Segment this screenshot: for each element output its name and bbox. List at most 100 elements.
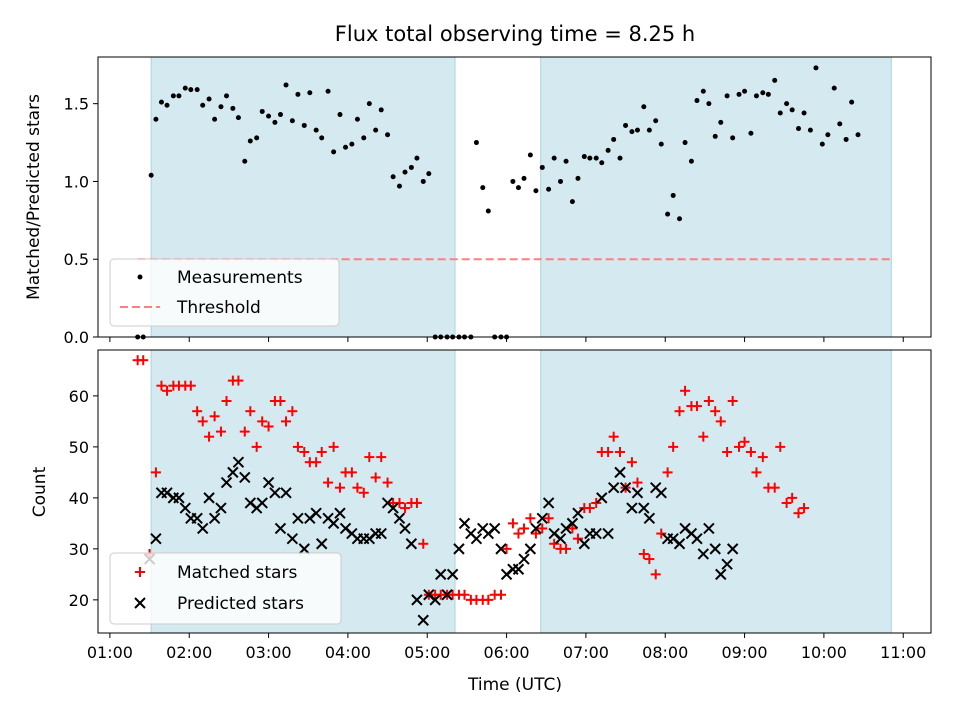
- x-stroke-2: [134, 597, 146, 609]
- matched-star-point: [745, 446, 756, 457]
- measurement-point: [658, 141, 664, 147]
- matched-star-point: [668, 441, 679, 452]
- x-stroke-2: [197, 522, 209, 535]
- x-stroke-2: [292, 512, 304, 524]
- predicted-star-point: [375, 527, 387, 540]
- matched-star-point: [316, 446, 327, 457]
- measurement-point: [801, 110, 807, 116]
- predicted-star-point: [239, 471, 251, 484]
- measurement-point: [515, 185, 521, 191]
- matched-star-point: [525, 513, 536, 524]
- x-stroke-2: [346, 527, 358, 540]
- measurement-point: [653, 118, 659, 124]
- measurement-point: [385, 132, 391, 138]
- measurement-point: [777, 110, 783, 116]
- measurement-point: [527, 152, 533, 158]
- top-panel: 0.0 0.5 1.0 1.5 Matched/Predicted stars Mea…: [24, 56, 932, 347]
- measurement-point: [361, 135, 367, 141]
- measurement-point: [408, 164, 414, 170]
- measurement-point: [753, 93, 759, 99]
- x-tick-label: 02:00: [166, 643, 212, 662]
- measurement-point: [224, 93, 230, 99]
- predicted-star-point: [316, 538, 328, 550]
- matched-star-point: [608, 431, 619, 442]
- legend-predicted-marker: [134, 597, 146, 609]
- x-stroke-2: [518, 553, 530, 565]
- measurement-point: [724, 93, 730, 99]
- predicted-star-point: [596, 492, 608, 504]
- predicted-star-point: [446, 568, 459, 581]
- x-stroke-2: [232, 456, 245, 468]
- x-stroke-2: [227, 466, 239, 479]
- predicted-star-point: [507, 563, 519, 575]
- x-stroke-2: [495, 543, 507, 555]
- measurement-point: [807, 127, 813, 133]
- matched-star-point: [722, 446, 733, 457]
- matched-star-point: [382, 477, 393, 488]
- x-tick-label: 08:00: [642, 643, 688, 662]
- bottom-y-tick-label: 50: [69, 438, 89, 457]
- top-y-tick-label: 1.5: [64, 95, 89, 114]
- predicted-star-point: [298, 543, 310, 555]
- x-stroke-2: [638, 502, 650, 514]
- measurement-point: [420, 178, 426, 184]
- predicted-star-point: [197, 522, 209, 535]
- matched-star-point: [400, 503, 411, 514]
- x-stroke-2: [673, 538, 686, 550]
- measurement-point: [158, 99, 164, 105]
- measurement-point: [706, 101, 712, 107]
- matched-star-point: [411, 497, 422, 508]
- measurement-point: [796, 126, 802, 132]
- measurement-point: [272, 119, 278, 125]
- measurement-point: [813, 65, 819, 71]
- x-stroke-2: [512, 563, 525, 575]
- x-stroke-2: [465, 527, 477, 540]
- matched-star-point: [162, 385, 173, 396]
- predicted-star-point: [191, 512, 203, 524]
- matched-star-point: [311, 457, 322, 468]
- legend-measurements-marker: [137, 274, 143, 280]
- bottom-y-tick-label: 60: [69, 387, 89, 406]
- measurement-point: [665, 211, 671, 217]
- predicted-star-point: [334, 507, 346, 519]
- measurement-point: [712, 133, 718, 139]
- x-tick-label: 05:00: [404, 643, 450, 662]
- x-stroke-2: [150, 532, 162, 545]
- measurement-point: [373, 127, 379, 133]
- matched-star-point: [698, 431, 709, 442]
- matched-star-point: [215, 426, 226, 437]
- matched-star-point: [543, 513, 554, 524]
- measurement-point: [480, 185, 486, 191]
- x-stroke-2: [393, 512, 406, 524]
- x-stroke-2: [191, 512, 203, 524]
- x-stroke-2: [655, 487, 667, 499]
- measurement-point: [772, 77, 778, 83]
- predicted-star-point: [208, 512, 221, 524]
- measurement-point: [831, 85, 837, 91]
- matched-star-point: [549, 538, 560, 549]
- x-stroke-2: [322, 512, 334, 524]
- matched-star-point: [251, 441, 262, 452]
- matched-star-point: [323, 477, 334, 488]
- predicted-star-point: [673, 538, 686, 550]
- measurement-point: [546, 186, 552, 192]
- measurement-point: [677, 216, 683, 222]
- predicted-star-point: [524, 543, 537, 555]
- x-stroke-2: [316, 538, 328, 550]
- predicted-star-point: [602, 527, 614, 540]
- x-stroke-2: [446, 568, 459, 581]
- measurement-point: [646, 127, 652, 133]
- x-stroke-2: [327, 517, 340, 530]
- measurement-point: [200, 102, 206, 108]
- measurement-point: [343, 144, 349, 150]
- measurement-point: [402, 169, 408, 175]
- predicted-star-point: [458, 517, 471, 530]
- bottom-y-tick-label: 20: [69, 591, 89, 610]
- bottom-y-axis-label: Count: [30, 466, 50, 517]
- matched-star-point: [591, 497, 602, 508]
- predicted-star-point: [715, 568, 727, 581]
- predicted-star-point: [387, 502, 399, 514]
- measurement-point: [164, 102, 170, 108]
- predicted-star-point: [626, 502, 638, 514]
- measurement-point: [611, 136, 617, 142]
